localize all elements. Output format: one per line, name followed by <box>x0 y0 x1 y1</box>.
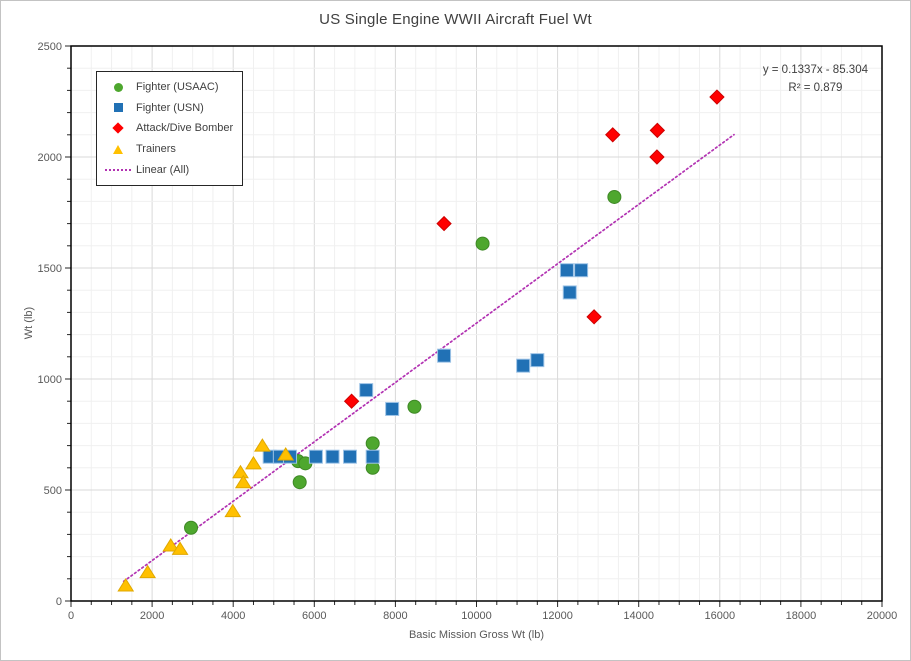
x-axis-title: Basic Mission Gross Wt (lb) <box>408 629 545 641</box>
y-tick-label: 1000 <box>38 374 62 386</box>
attack-dive-bomber-data-point[interactable] <box>343 393 360 409</box>
fighter-usn-data-point[interactable] <box>437 348 452 363</box>
plot-border <box>70 45 883 602</box>
fighter-usaac-data-point[interactable] <box>407 399 422 414</box>
x-tick-label: 14000 <box>623 610 654 622</box>
fighter-usaac-data-point[interactable] <box>292 475 307 490</box>
fighter-usaac-data-point[interactable] <box>475 236 490 251</box>
y-tick-label: 1500 <box>38 263 62 275</box>
x-tick-label: 0 <box>68 610 74 622</box>
fighter-usaac-data-point[interactable] <box>184 520 199 535</box>
legend-item-attack-dive-bomber[interactable]: Attack/Dive Bomber <box>105 119 242 138</box>
fighter-usn-data-point[interactable] <box>308 449 323 464</box>
trainers-data-point[interactable] <box>234 474 252 489</box>
attack-dive-bomber-data-point[interactable] <box>649 149 665 165</box>
chart-title: US Single Engine WWII Aircraft Fuel Wt <box>319 11 592 28</box>
attack-dive-bomber-data-point[interactable] <box>605 127 621 143</box>
legend-label: Fighter (USN) <box>136 101 204 114</box>
trainers-data-point[interactable] <box>245 455 262 470</box>
trendline <box>122 133 735 583</box>
x-tick-label: 6000 <box>302 610 326 622</box>
trainers-data-point[interactable] <box>277 447 295 461</box>
circle-marker-icon <box>113 82 123 92</box>
square-marker-icon <box>113 103 123 113</box>
x-tick-label: 8000 <box>383 610 407 622</box>
legend-label: Trainers <box>136 143 176 156</box>
gridlines <box>71 46 882 601</box>
y-tick-label: 500 <box>44 485 62 497</box>
fighter-usn-data-point[interactable] <box>559 263 574 278</box>
legend-item-fighter-usn[interactable]: Fighter (USN) <box>105 98 242 117</box>
trendline-annotation: y = 0.1337x - 85.304 R² = 0.879 <box>763 61 868 97</box>
attack-dive-bomber-data-point[interactable] <box>649 122 666 139</box>
trainers-data-point[interactable] <box>171 541 189 555</box>
y-axis-title: Wt (lb) <box>23 306 35 340</box>
trainers-data-point[interactable] <box>253 438 271 452</box>
series-fighter-usaac <box>184 189 622 535</box>
x-tick-label: 4000 <box>221 610 245 622</box>
fighter-usn-data-point[interactable] <box>359 383 374 398</box>
legend-item-trainers[interactable]: Trainers <box>105 140 242 159</box>
y-tick-label: 2500 <box>38 41 62 53</box>
y-tick-label: 2000 <box>38 152 62 164</box>
fighter-usn-data-point[interactable] <box>516 358 531 373</box>
series-attack-dive-bomber <box>343 89 725 409</box>
fighter-usn-data-point[interactable] <box>562 285 577 300</box>
legend: Fighter (USAAC) Fighter (USN) Attack/Div… <box>96 71 243 186</box>
x-tick-label: 10000 <box>461 610 492 622</box>
fighter-usn-data-point[interactable] <box>385 401 400 416</box>
series-fighter-usn <box>262 263 589 464</box>
legend-label: Attack/Dive Bomber <box>136 122 234 135</box>
series-trainers <box>117 438 295 592</box>
x-tick-label: 2000 <box>140 610 164 622</box>
legend-label: Linear (All) <box>136 163 190 176</box>
fighter-usn-data-point[interactable] <box>530 353 545 368</box>
fighter-usn-data-point[interactable] <box>365 449 380 464</box>
trainers-data-point[interactable] <box>232 464 249 479</box>
legend-label: Fighter (USAAC) <box>136 81 219 94</box>
y-tick-label: 0 <box>56 596 62 608</box>
diamond-marker-icon <box>112 122 124 135</box>
legend-item-linear-all[interactable]: Linear (All) <box>105 160 242 179</box>
x-tick-label: 18000 <box>786 610 817 622</box>
x-tick-label: 20000 <box>867 610 898 622</box>
trainers-data-point[interactable] <box>224 503 242 518</box>
trainers-data-point[interactable] <box>117 578 135 592</box>
fighter-usn-data-point[interactable] <box>342 449 357 464</box>
fighter-usn-data-point[interactable] <box>325 449 340 464</box>
dotted-line-icon <box>105 168 131 171</box>
trainers-data-point[interactable] <box>139 564 157 579</box>
x-tick-label: 16000 <box>705 610 736 622</box>
attack-dive-bomber-data-point[interactable] <box>586 309 602 325</box>
legend-item-fighter-usaac[interactable]: Fighter (USAAC) <box>105 78 242 97</box>
trendline-equation: y = 0.1337x - 85.304 <box>762 64 868 76</box>
triangle-marker-icon <box>113 144 123 154</box>
x-tick-label: 12000 <box>542 610 573 622</box>
trendline-r-squared: R² = 0.879 <box>788 82 843 94</box>
axis-ticks: 0 2000 4000 6000 8000 10000 12000 14000 16000 180… <box>38 41 898 622</box>
fighter-usaac-data-point[interactable] <box>365 436 380 451</box>
attack-dive-bomber-data-point[interactable] <box>709 89 725 105</box>
attack-dive-bomber-data-point[interactable] <box>436 215 452 232</box>
fighter-usaac-data-point[interactable] <box>607 189 622 204</box>
trainers-data-point[interactable] <box>162 538 180 552</box>
fighter-usn-data-point[interactable] <box>574 263 589 278</box>
